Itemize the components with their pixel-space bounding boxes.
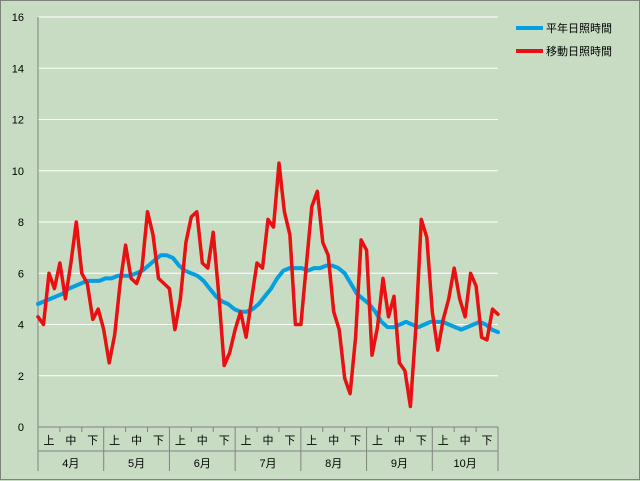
dekad-label: 下 xyxy=(284,435,295,447)
dekad-label: 中 xyxy=(460,434,471,447)
y-axis: 0 2 4 6 8 10 12 14 16 xyxy=(12,12,39,471)
dekad-label: 中 xyxy=(65,434,76,447)
dekad-label: 中 xyxy=(263,434,274,447)
series-lines xyxy=(36,161,500,409)
y-tick-label: 14 xyxy=(12,63,24,75)
month-label: 5月 xyxy=(128,458,145,470)
series-line-1 xyxy=(36,161,500,409)
legend-label: 移動日照時間 xyxy=(546,44,612,58)
y-tick-label: 0 xyxy=(18,422,24,434)
dekad-label: 上 xyxy=(175,434,186,447)
y-tick-label: 12 xyxy=(12,115,24,127)
dekad-label: 中 xyxy=(328,434,339,447)
dekad-label: 下 xyxy=(87,435,98,447)
dekad-label: 下 xyxy=(416,435,427,447)
dekad-label: 下 xyxy=(482,435,493,447)
dekad-label: 上 xyxy=(109,434,120,447)
month-label: 9月 xyxy=(391,458,408,470)
dekad-label: 下 xyxy=(219,435,230,447)
y-tick-label: 4 xyxy=(18,320,24,332)
dekad-label: 上 xyxy=(372,434,383,447)
dekad-label: 中 xyxy=(197,434,208,447)
dekad-label: 中 xyxy=(131,434,142,447)
dekad-label: 上 xyxy=(306,434,317,447)
dekad-label: 上 xyxy=(43,434,54,447)
y-tick-label: 6 xyxy=(18,268,24,280)
dekad-label: 下 xyxy=(350,435,361,447)
month-label: 10月 xyxy=(454,458,477,470)
month-label: 6月 xyxy=(194,458,211,470)
y-tick-label: 16 xyxy=(12,12,24,24)
dekad-label: 中 xyxy=(394,434,405,447)
y-tick-label: 8 xyxy=(18,217,24,229)
dekad-label: 上 xyxy=(438,434,449,447)
dekad-label: 上 xyxy=(241,434,252,447)
dekad-label: 下 xyxy=(153,435,164,447)
month-label: 8月 xyxy=(325,458,342,470)
month-label: 4月 xyxy=(62,458,79,470)
x-axis: 上中下4月上中下5月上中下6月上中下7月上中下8月上中下9月上中下10月 xyxy=(38,426,499,471)
y-tick-label: 10 xyxy=(12,166,24,178)
y-tick-label: 2 xyxy=(18,371,24,383)
month-label: 7月 xyxy=(259,458,276,470)
legend-label: 平年日照時間 xyxy=(546,21,612,35)
series-line-0 xyxy=(36,253,500,335)
